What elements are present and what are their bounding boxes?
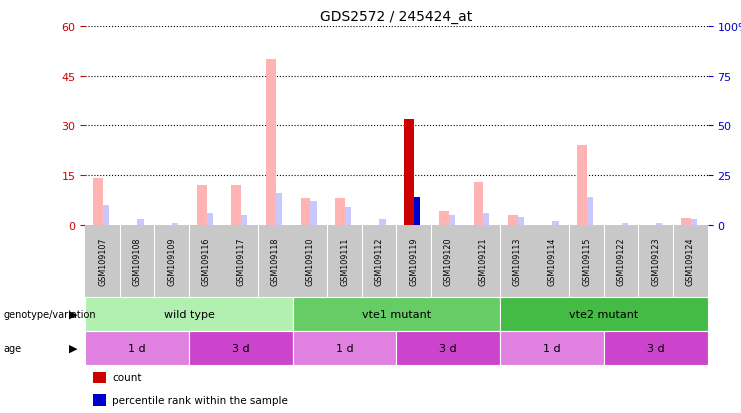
Text: vte1 mutant: vte1 mutant [362,309,431,319]
Bar [137,219,144,225]
Bar [301,199,310,225]
Title: GDS2572 / 245424_at: GDS2572 / 245424_at [320,10,473,24]
Bar [379,219,386,225]
Text: GSM109123: GSM109123 [651,237,660,285]
Bar [656,223,662,225]
Bar [276,193,282,225]
Bar [483,213,490,225]
Text: GSM109117: GSM109117 [236,237,245,285]
Text: vte2 mutant: vte2 mutant [569,309,639,319]
Bar [439,212,448,225]
Text: GSM109112: GSM109112 [375,237,384,285]
Text: GSM109124: GSM109124 [686,237,695,285]
Text: GSM109111: GSM109111 [340,237,349,285]
Bar [518,217,524,225]
Text: GSM109109: GSM109109 [167,237,176,285]
Bar [231,185,241,225]
Text: GSM109107: GSM109107 [98,237,107,285]
Bar [552,221,559,225]
Text: 3 d: 3 d [647,343,665,353]
Text: GSM109114: GSM109114 [548,237,556,285]
Bar [266,60,276,225]
Bar [587,197,594,225]
Text: genotype/variation: genotype/variation [4,309,96,319]
Text: GSM109110: GSM109110 [305,237,314,285]
Text: GSM109119: GSM109119 [409,237,418,285]
Bar [335,199,345,225]
Text: GSM109121: GSM109121 [479,237,488,285]
Text: GSM109120: GSM109120 [444,237,453,285]
Bar [405,209,414,225]
Bar [681,218,691,225]
Bar [93,179,103,225]
Text: 1 d: 1 d [336,343,353,353]
Text: GSM109115: GSM109115 [582,237,591,285]
Text: GSM109113: GSM109113 [513,237,522,285]
Bar [345,207,351,225]
Bar [691,219,697,225]
Bar [310,201,316,225]
Text: ▶: ▶ [70,309,78,319]
Text: count: count [112,373,142,382]
Text: GSM109108: GSM109108 [133,237,142,285]
Text: GSM109122: GSM109122 [617,237,625,285]
Text: 3 d: 3 d [232,343,250,353]
Text: 1 d: 1 d [128,343,146,353]
Bar [577,146,587,225]
Bar [172,223,179,225]
Bar [405,119,414,225]
Bar [508,215,518,225]
Bar [197,185,207,225]
Text: GSM109116: GSM109116 [202,237,210,285]
Text: wild type: wild type [164,309,214,319]
Bar [414,197,420,225]
Bar [207,213,213,225]
Bar [103,205,109,225]
Bar [448,215,455,225]
Text: 3 d: 3 d [439,343,457,353]
Bar [241,215,247,225]
Text: percentile rank within the sample: percentile rank within the sample [112,395,288,405]
Text: ▶: ▶ [70,343,78,353]
Text: age: age [4,343,21,353]
Bar [622,223,628,225]
Text: 1 d: 1 d [543,343,561,353]
Bar [473,182,483,225]
Text: GSM109118: GSM109118 [271,237,280,285]
